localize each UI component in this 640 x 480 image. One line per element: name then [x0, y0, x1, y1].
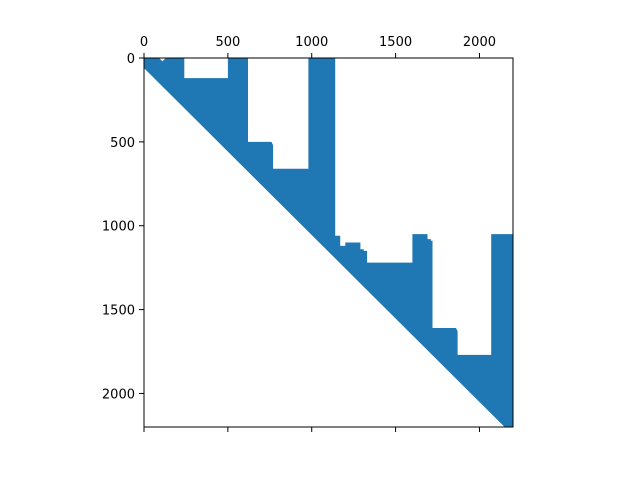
- y-tick-label: 1000: [102, 220, 135, 235]
- x-tick-label: 2000: [463, 35, 496, 50]
- nonzero-marks: [144, 58, 513, 427]
- x-tick-label: 0: [140, 35, 148, 50]
- y-tick-label: 0: [127, 52, 135, 67]
- nonzero-region: [144, 58, 513, 427]
- y-tick-label: 500: [110, 136, 135, 151]
- x-tick-label: 500: [215, 35, 240, 50]
- y-tick-label: 2000: [102, 387, 135, 402]
- y-axis-left: 0 500 1000 1500 2000: [102, 52, 144, 402]
- plot-frame: [143, 57, 514, 428]
- x-axis-top: 0 500 1000 1500 2000: [140, 35, 496, 432]
- x-tick-label: 1000: [295, 35, 328, 50]
- y-tick-label: 1500: [102, 304, 135, 319]
- x-tick-label: 1500: [379, 35, 412, 50]
